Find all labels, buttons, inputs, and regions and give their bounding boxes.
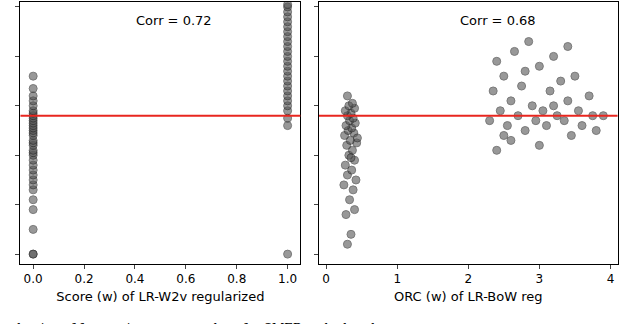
svg-text:Corr = 0.68: Corr = 0.68 [460, 13, 536, 28]
svg-text:4: 4 [607, 272, 615, 286]
svg-text:0.4: 0.4 [125, 272, 144, 286]
svg-text:3: 3 [536, 272, 544, 286]
svg-text:Corr = 0.72: Corr = 0.72 [136, 13, 212, 28]
svg-text:ORC (w) of LR-BoW reg: ORC (w) of LR-BoW reg [394, 289, 543, 304]
svg-text:0.2: 0.2 [75, 272, 94, 286]
svg-text:0.6: 0.6 [176, 272, 195, 286]
svg-text:2: 2 [464, 272, 472, 286]
svg-text:1.0: 1.0 [278, 272, 297, 286]
svg-text:0.0: 0.0 [24, 272, 43, 286]
svg-text:Score (w) of LR-W2v regularize: Score (w) of LR-W2v regularized [56, 289, 264, 304]
svg-text:1: 1 [393, 272, 401, 286]
svg-text:aluation of feature importance: aluation of feature importance values fo… [10, 322, 375, 324]
svg-text:0: 0 [322, 272, 330, 286]
svg-text:0.8: 0.8 [227, 272, 246, 286]
